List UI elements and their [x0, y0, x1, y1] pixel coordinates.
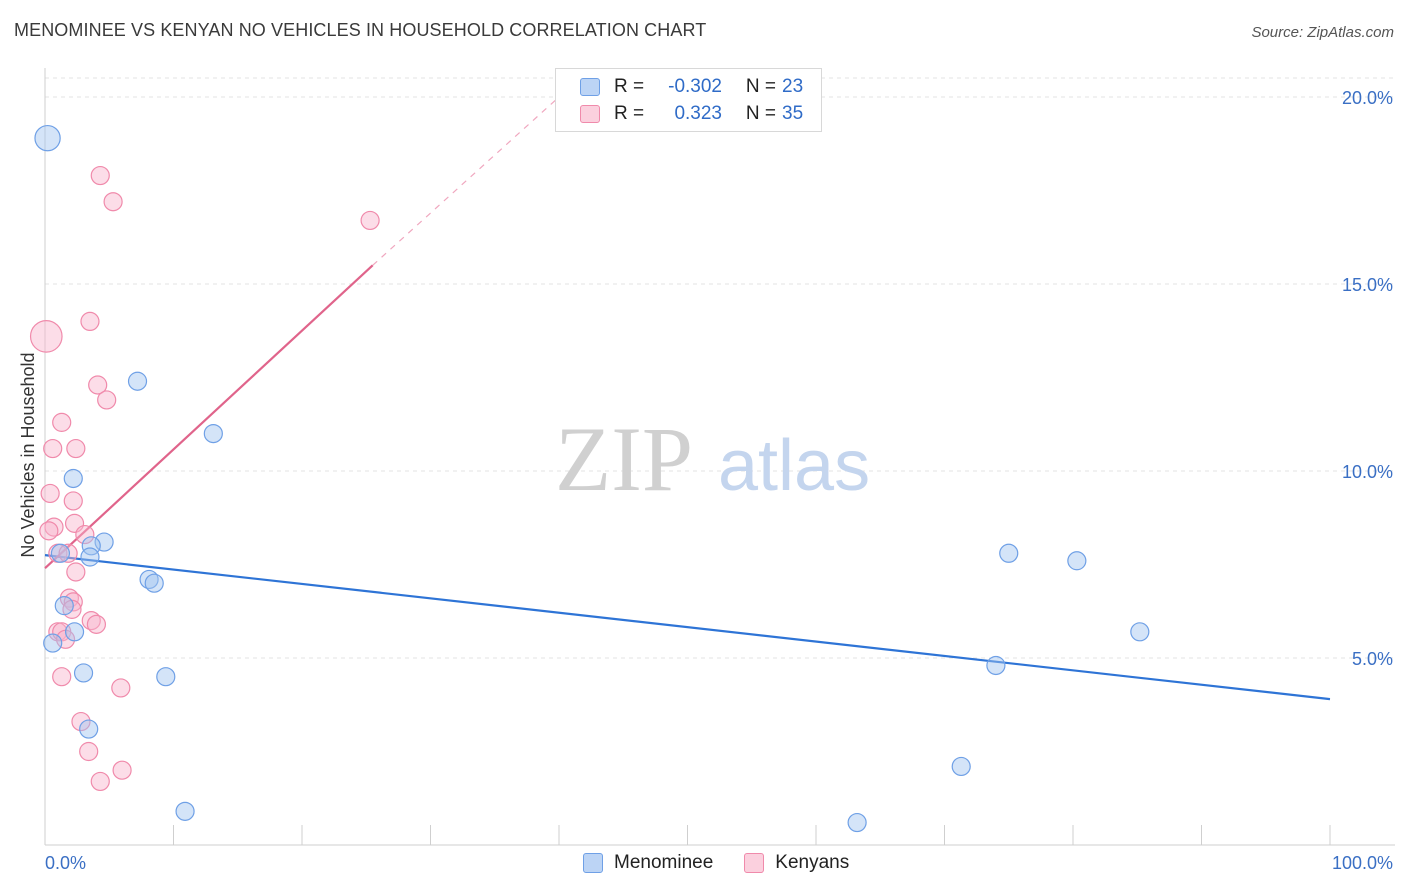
menominee-point [94, 532, 114, 552]
kenyans-point [360, 210, 380, 231]
y-tick-label: 15.0% [1342, 275, 1393, 295]
kenyans-point [90, 771, 110, 792]
kenyans-point [75, 524, 95, 545]
kenyans-point [43, 438, 63, 459]
legend-n-value: 35 [782, 103, 804, 124]
gridlines [45, 77, 1395, 659]
legend-r-value: 0.323 [674, 103, 722, 124]
legend-label-menominee: Menominee [614, 852, 714, 873]
kenyans-swatch [580, 105, 600, 123]
legend-n-label: N = [745, 76, 776, 97]
data-points [29, 124, 1150, 833]
menominee-point [79, 719, 99, 739]
kenyans-point [103, 192, 123, 212]
menominee-point [63, 468, 83, 489]
menominee-point [73, 663, 94, 683]
kenyans-swatch [744, 853, 765, 873]
legend-row-menominee: R = -0.302 N = 23 [580, 75, 803, 99]
legend-row-kenyans: R = 0.323 N = 35 [580, 102, 803, 126]
y-tick-label: 20.0% [1342, 88, 1393, 108]
menominee-point [175, 801, 195, 821]
y-tick-label: 5.0% [1352, 649, 1393, 669]
menominee-swatch [580, 78, 600, 96]
menominee-point [951, 756, 971, 777]
menominee-point [847, 812, 867, 833]
trend-lines [44, 96, 1331, 701]
series-legend: Menominee Kenyans [583, 852, 880, 874]
legend-label-kenyans: Kenyans [775, 852, 850, 873]
menominee-point [1067, 551, 1087, 571]
menominee-point [139, 569, 159, 590]
kenyans-point [80, 311, 100, 331]
kenyans-point [79, 741, 99, 762]
legend-r-value: -0.302 [668, 76, 722, 97]
menominee-point [80, 547, 100, 567]
legend-n-label: N = [745, 103, 776, 124]
y-tick-labels: 5.0% 10.0% 15.0% 20.0% [1342, 88, 1393, 669]
kenyans-trend-line [44, 264, 374, 570]
menominee-point [64, 622, 85, 642]
y-axis-label: No Vehicles in Household [18, 352, 38, 557]
kenyans-point [66, 438, 86, 459]
kenyans-point [111, 678, 131, 698]
kenyans-point [97, 390, 117, 410]
x-tick-labels: 0.0% 100.0% [45, 853, 1393, 873]
correlation-legend: R = -0.302 N = 23 R = 0.323 N = 35 [555, 68, 822, 132]
kenyans-point [81, 610, 101, 631]
kenyans-point [52, 667, 72, 687]
kenyans-point [39, 521, 59, 541]
kenyans-point [40, 483, 60, 504]
menominee-point [127, 371, 148, 391]
kenyans-point [44, 517, 64, 537]
kenyans-point [88, 375, 108, 395]
menominee-point [144, 573, 164, 593]
legend-r-label: R = [614, 76, 645, 97]
kenyans-point [112, 760, 132, 780]
watermark-atlas: atlas [718, 426, 870, 506]
menominee-swatch [583, 853, 603, 873]
menominee-point [1130, 622, 1150, 642]
kenyans-point [29, 320, 63, 353]
x-tick-label-max: 100.0% [1332, 853, 1393, 873]
legend-item-menominee: Menominee [583, 852, 713, 874]
kenyans-point [52, 412, 72, 432]
legend-r-label: R = [614, 103, 645, 124]
chart-title: MENOMINEE VS KENYAN NO VEHICLES IN HOUSE… [14, 20, 707, 40]
kenyans-trend-extension [372, 96, 560, 266]
axes [44, 68, 1395, 846]
kenyans-point [63, 491, 83, 511]
menominee-point [203, 424, 223, 444]
menominee-point [43, 633, 63, 653]
menominee-point [156, 667, 176, 687]
kenyans-point [71, 711, 91, 732]
menominee-point [50, 543, 71, 563]
x-tick-label-min: 0.0% [45, 853, 86, 873]
menominee-point [54, 596, 74, 616]
legend-n-value: 23 [782, 76, 804, 97]
y-tick-label: 10.0% [1342, 462, 1393, 482]
menominee-point [986, 655, 1006, 676]
menominee-trend-line [44, 554, 1331, 701]
source-label: Source: ZipAtlas.com [1251, 24, 1394, 41]
watermark-zip: ZIP [555, 408, 693, 510]
kenyans-point [66, 562, 86, 582]
kenyans-point [86, 614, 107, 634]
menominee-point [999, 543, 1019, 563]
kenyans-point [90, 165, 110, 186]
kenyans-point [58, 543, 78, 563]
menominee-point [34, 124, 61, 152]
legend-item-kenyans: Kenyans [744, 852, 849, 874]
